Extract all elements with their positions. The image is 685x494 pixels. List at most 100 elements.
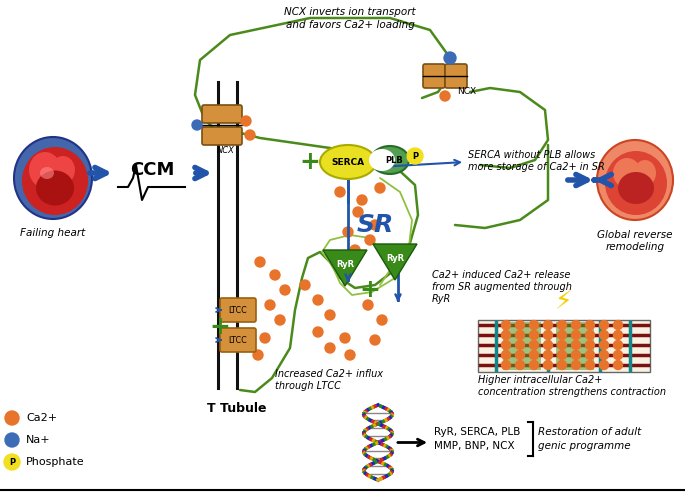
Ellipse shape (371, 146, 409, 174)
FancyBboxPatch shape (503, 322, 541, 370)
FancyBboxPatch shape (220, 298, 256, 322)
Text: Restoration of adult: Restoration of adult (538, 427, 641, 437)
Text: PLB: PLB (385, 156, 403, 165)
Circle shape (586, 351, 595, 360)
Text: LTCC: LTCC (229, 335, 247, 344)
Circle shape (516, 361, 525, 370)
Text: Phosphate: Phosphate (26, 457, 85, 467)
Ellipse shape (29, 152, 61, 188)
Circle shape (530, 340, 538, 349)
FancyBboxPatch shape (202, 127, 242, 145)
Circle shape (255, 257, 265, 267)
Text: ⚡: ⚡ (556, 290, 573, 314)
Text: and favors Ca2+ loading: and favors Ca2+ loading (286, 20, 414, 30)
Circle shape (241, 116, 251, 126)
FancyBboxPatch shape (220, 328, 256, 352)
Text: Failing heart: Failing heart (21, 228, 86, 238)
Text: P: P (9, 457, 15, 466)
Ellipse shape (40, 167, 54, 179)
Ellipse shape (51, 156, 75, 184)
Circle shape (599, 361, 608, 370)
Circle shape (440, 91, 450, 101)
Circle shape (345, 350, 355, 360)
Circle shape (516, 340, 525, 349)
Circle shape (377, 315, 387, 325)
Text: NCX inverts ion transport: NCX inverts ion transport (284, 7, 416, 17)
Circle shape (586, 361, 595, 370)
Circle shape (325, 343, 335, 353)
Text: concentration strengthens contraction: concentration strengthens contraction (478, 387, 666, 397)
Circle shape (501, 340, 510, 349)
Text: SERCA: SERCA (332, 158, 364, 166)
Circle shape (253, 350, 263, 360)
Ellipse shape (22, 147, 88, 215)
Text: SERCA without PLB allows: SERCA without PLB allows (468, 150, 595, 160)
Text: MMP, BNP, NCX: MMP, BNP, NCX (434, 441, 514, 451)
Circle shape (313, 327, 323, 337)
Text: +: + (210, 315, 230, 339)
Ellipse shape (14, 137, 92, 219)
Circle shape (586, 330, 595, 339)
Circle shape (599, 351, 608, 360)
Circle shape (599, 330, 608, 339)
Circle shape (501, 330, 510, 339)
Circle shape (516, 351, 525, 360)
Ellipse shape (36, 170, 74, 206)
Ellipse shape (369, 149, 395, 171)
Circle shape (516, 321, 525, 329)
Circle shape (313, 295, 323, 305)
Ellipse shape (320, 145, 376, 179)
Text: NCX: NCX (457, 87, 476, 96)
Text: RyR, SERCA, PLB: RyR, SERCA, PLB (434, 427, 521, 437)
Circle shape (571, 340, 580, 349)
Circle shape (614, 361, 623, 370)
Circle shape (300, 280, 310, 290)
Text: +: + (299, 150, 321, 174)
Circle shape (543, 351, 553, 360)
Polygon shape (323, 250, 367, 286)
Circle shape (357, 195, 367, 205)
FancyBboxPatch shape (423, 64, 445, 88)
Circle shape (5, 433, 19, 447)
Text: Ca2+ induced Ca2+ release: Ca2+ induced Ca2+ release (432, 270, 571, 280)
Circle shape (280, 285, 290, 295)
Circle shape (5, 411, 19, 425)
Circle shape (245, 130, 255, 140)
Text: T Tubule: T Tubule (208, 402, 266, 414)
Text: RyR: RyR (336, 259, 354, 269)
Circle shape (501, 321, 510, 329)
Circle shape (558, 351, 566, 360)
Text: SR: SR (356, 213, 394, 237)
Circle shape (599, 321, 608, 329)
Circle shape (370, 220, 380, 230)
Text: Higher intracellular Ca2+: Higher intracellular Ca2+ (478, 375, 602, 385)
Text: Na+: Na+ (26, 435, 51, 445)
Circle shape (530, 361, 538, 370)
Text: +: + (360, 278, 380, 302)
Circle shape (375, 183, 385, 193)
Circle shape (192, 120, 202, 130)
Circle shape (543, 340, 553, 349)
Text: more storage of Ca2+ in SR: more storage of Ca2+ in SR (468, 162, 605, 172)
Circle shape (265, 300, 275, 310)
FancyBboxPatch shape (202, 105, 242, 123)
Circle shape (571, 361, 580, 370)
Text: Ca2+: Ca2+ (26, 413, 57, 423)
Circle shape (350, 245, 360, 255)
Circle shape (543, 361, 553, 370)
Text: RyR: RyR (386, 253, 404, 262)
Circle shape (558, 340, 566, 349)
Circle shape (571, 330, 580, 339)
Circle shape (4, 454, 20, 470)
Ellipse shape (618, 172, 654, 204)
Text: CCM: CCM (130, 161, 174, 179)
Text: remodeling: remodeling (606, 242, 664, 252)
Text: genic programme: genic programme (538, 441, 631, 451)
Circle shape (571, 321, 580, 329)
Circle shape (530, 321, 538, 329)
Circle shape (370, 335, 380, 345)
Circle shape (558, 321, 566, 329)
Circle shape (335, 187, 345, 197)
Circle shape (501, 351, 510, 360)
Circle shape (614, 340, 623, 349)
